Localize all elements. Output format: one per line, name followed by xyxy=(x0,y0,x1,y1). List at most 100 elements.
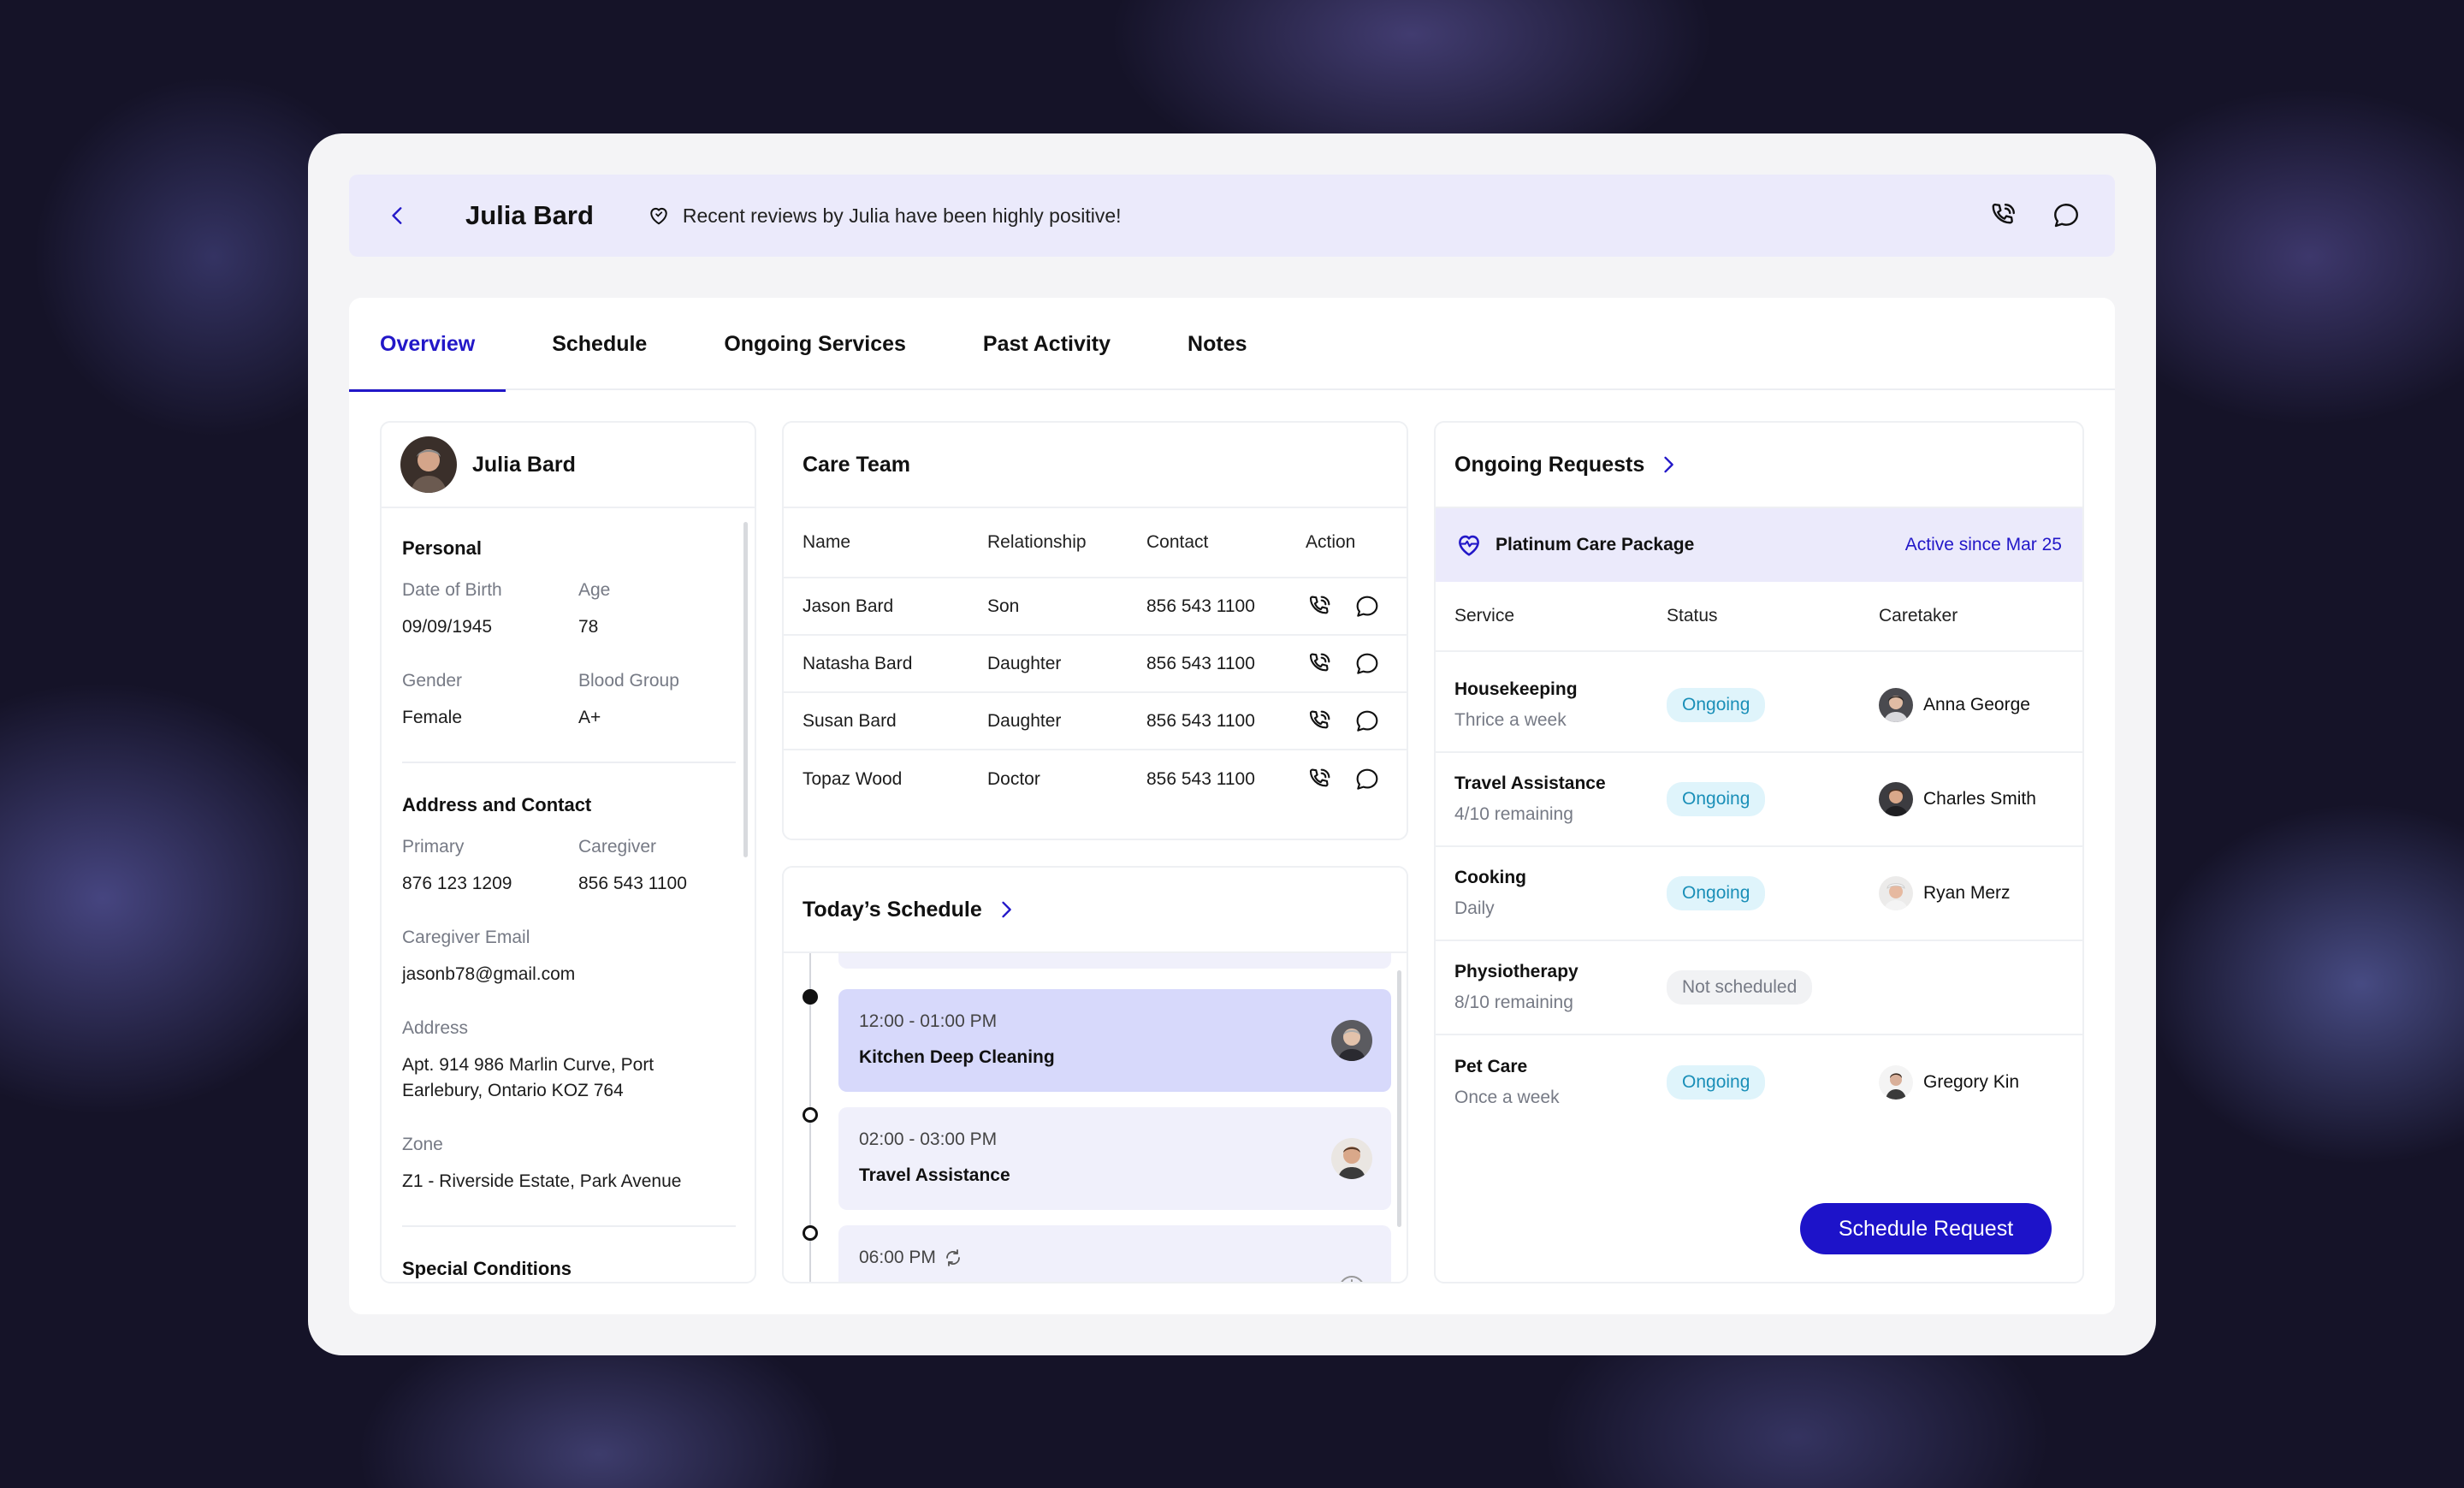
chat-icon[interactable] xyxy=(1353,593,1381,620)
care-team-card: Care Team Name Relationship Contact Acti… xyxy=(782,421,1408,840)
member-name: Natasha Bard xyxy=(803,653,913,673)
package-since: Active since Mar 25 xyxy=(1904,535,2062,554)
message-button[interactable] xyxy=(2050,199,2082,232)
event-time: 06:00 PM xyxy=(859,1248,1371,1268)
review-note: Recent reviews by Julia have been highly… xyxy=(647,204,1122,228)
schedule-event[interactable]: 02:00 - 03:00 PM Travel Assistance xyxy=(838,1107,1391,1210)
schedule-title: Today’s Schedule xyxy=(803,897,982,922)
member-relationship: Son xyxy=(987,596,1020,616)
tab-ongoing-services[interactable]: Ongoing Services xyxy=(724,331,906,356)
table-row[interactable]: Pet Care Once a week Ongoing Gregory Kin xyxy=(1436,1035,2082,1129)
app-window: Julia Bard Recent reviews by Julia have … xyxy=(308,133,2156,1355)
status-badge: Ongoing xyxy=(1667,688,1766,722)
chevron-left-icon xyxy=(392,207,402,224)
phone-icon[interactable] xyxy=(1306,766,1333,793)
event-title: Travel Assistance xyxy=(859,1165,1010,1185)
member-name: Jason Bard xyxy=(803,596,894,616)
ongoing-requests-card: Ongoing Requests Platinum Care Package A… xyxy=(1434,421,2084,1283)
divider xyxy=(402,762,736,763)
member-contact: 856 543 1100 xyxy=(1146,596,1255,616)
gender-value: Female xyxy=(402,708,463,727)
table-row[interactable]: Housekeeping Thrice a week Ongoing Anna … xyxy=(1436,659,2082,753)
service-name: Travel Assistance xyxy=(1454,774,1606,793)
service-frequency: 4/10 remaining xyxy=(1454,804,1573,824)
chevron-right-icon[interactable] xyxy=(1656,453,1680,477)
status-badge: Ongoing xyxy=(1667,782,1766,816)
section-personal: Personal xyxy=(402,537,482,559)
member-name: Topaz Wood xyxy=(803,768,903,789)
col-relationship: Relationship xyxy=(987,532,1087,552)
status-badge: Ongoing xyxy=(1667,1065,1766,1100)
caretaker-name: Ryan Merz xyxy=(1923,883,2011,903)
event-time: 02:00 - 03:00 PM xyxy=(859,1129,998,1149)
table-row[interactable]: Cooking Daily Ongoing Ryan Merz xyxy=(1436,847,2082,941)
status-badge: Not scheduled xyxy=(1667,970,1813,1005)
tab-notes[interactable]: Notes xyxy=(1188,331,1247,356)
service-frequency: Once a week xyxy=(1454,1088,1560,1107)
phone-icon[interactable] xyxy=(1306,650,1333,678)
address-value: Apt. 914 986 Marlin Curve, Port Earlebur… xyxy=(402,1055,654,1100)
col-contact: Contact xyxy=(1146,532,1209,552)
care-team-header: Name Relationship Contact Action xyxy=(784,508,1407,578)
col-name: Name xyxy=(803,532,851,552)
timeline-dot xyxy=(803,1225,818,1241)
profile-card: Julia Bard Personal Date of Birth 09/09/… xyxy=(380,421,756,1283)
schedule-event[interactable]: 12:00 - 01:00 PM Kitchen Deep Cleaning xyxy=(838,989,1391,1092)
service-name: Cooking xyxy=(1454,868,1526,887)
todays-schedule-card: Today’s Schedule 12:00 - 01:00 PM Kitche… xyxy=(782,866,1408,1283)
zone-label: Zone xyxy=(402,1135,443,1154)
table-row[interactable]: Physiotherapy 8/10 remaining Not schedul… xyxy=(1436,941,2082,1035)
table-row[interactable]: Travel Assistance 4/10 remaining Ongoing… xyxy=(1436,753,2082,847)
dob-value: 09/09/1945 xyxy=(402,617,493,637)
chevron-right-icon[interactable] xyxy=(994,898,1018,922)
service-name: Physiotherapy xyxy=(1454,962,1578,981)
col-action: Action xyxy=(1306,532,1356,552)
chat-icon[interactable] xyxy=(1353,766,1381,793)
col-status: Status xyxy=(1667,606,1718,625)
member-relationship: Daughter xyxy=(987,710,1062,731)
table-row: Natasha Bard Daughter 856 543 1100 xyxy=(784,636,1407,693)
event-time: 12:00 - 01:00 PM xyxy=(859,1011,998,1031)
requests-header: Service Status Caretaker xyxy=(1436,582,2082,652)
member-contact: 856 543 1100 xyxy=(1146,653,1255,673)
avatar xyxy=(1879,876,1913,910)
review-note-text: Recent reviews by Julia have been highly… xyxy=(682,204,1122,227)
service-name: Pet Care xyxy=(1454,1057,1528,1076)
list-item[interactable] xyxy=(838,953,1391,969)
tab-past-activity[interactable]: Past Activity xyxy=(982,331,1111,356)
caregiver-value: 856 543 1100 xyxy=(578,874,687,893)
phone-icon xyxy=(1987,200,2018,231)
avatar xyxy=(1331,1138,1372,1179)
address-label: Address xyxy=(402,1018,469,1038)
chat-icon[interactable] xyxy=(1353,708,1381,735)
package-banner: Platinum Care Package Active since Mar 2… xyxy=(1436,508,2082,582)
caretaker-name: Anna George xyxy=(1923,695,2030,714)
service-frequency: Daily xyxy=(1454,898,1495,918)
tab-overview[interactable]: Overview xyxy=(349,298,506,392)
schedule-request-button[interactable]: Schedule Request xyxy=(1800,1203,2052,1254)
scrollbar[interactable] xyxy=(1397,970,1401,1227)
caretaker-name: Gregory Kin xyxy=(1923,1072,2020,1092)
caregiver-email-label: Caregiver Email xyxy=(402,928,530,947)
care-team-title: Care Team xyxy=(803,452,910,477)
scrollbar[interactable] xyxy=(743,522,748,857)
phone-icon[interactable] xyxy=(1306,708,1333,735)
heart-icon xyxy=(650,207,667,225)
dob-label: Date of Birth xyxy=(402,580,502,600)
call-button[interactable] xyxy=(1987,199,2019,232)
back-button[interactable] xyxy=(387,205,409,227)
chat-icon[interactable] xyxy=(1353,650,1381,678)
phone-icon[interactable] xyxy=(1306,593,1333,620)
timeline-dot xyxy=(803,1107,818,1123)
repeat-icon xyxy=(945,1249,960,1266)
member-relationship: Doctor xyxy=(987,768,1040,789)
download-button[interactable] xyxy=(1331,1256,1372,1282)
avatar xyxy=(1879,782,1913,816)
profile-name: Julia Bard xyxy=(472,452,576,477)
schedule-event[interactable]: 06:00 PM xyxy=(838,1225,1391,1282)
section-address-contact: Address and Contact xyxy=(402,794,592,815)
heart-pulse-icon xyxy=(1459,535,1479,556)
download-icon xyxy=(1341,1276,1363,1282)
col-service: Service xyxy=(1454,606,1515,625)
tab-schedule[interactable]: Schedule xyxy=(552,331,648,356)
